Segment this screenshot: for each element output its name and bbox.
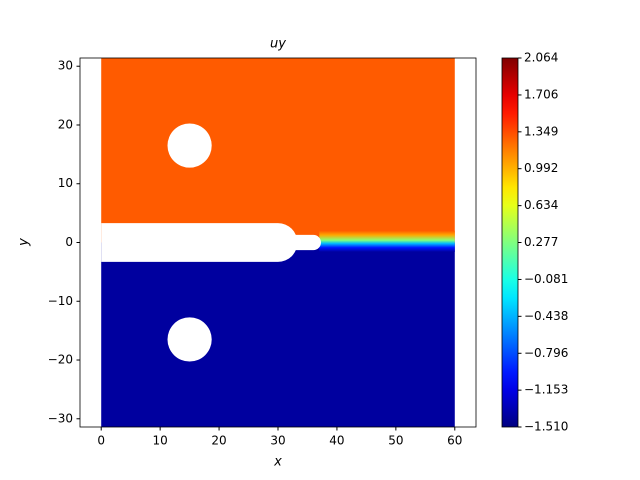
field-region — [101, 58, 455, 243]
x-tick-label: 50 — [388, 434, 403, 448]
y-tick-label: −10 — [48, 294, 73, 308]
colorbar-tick-label: −0.796 — [524, 346, 568, 360]
y-tick-label: 30 — [58, 59, 73, 73]
x-tick-label: 20 — [211, 434, 226, 448]
colorbar-tick-label: −0.438 — [524, 309, 568, 323]
notch-tip — [283, 234, 321, 251]
x-tick-label: 60 — [447, 434, 462, 448]
x-axis-label: x — [273, 455, 282, 470]
chart-title: uy — [270, 37, 286, 52]
colorbar-tick-label: 2.064 — [524, 51, 558, 65]
colorbar-tick-label: −1.510 — [524, 420, 568, 434]
y-tick-label: 20 — [58, 117, 73, 131]
colorbar-tick-label: 0.277 — [524, 235, 558, 249]
notch — [101, 223, 298, 262]
y-axis-label: y — [17, 238, 32, 247]
crack-band — [319, 230, 455, 252]
colorbar-tick-label: −1.153 — [524, 383, 568, 397]
field-region — [101, 242, 455, 427]
colorbar-tick-label: 1.349 — [524, 124, 558, 138]
colorbar-tick-label: 1.706 — [524, 87, 558, 101]
x-tick-label: 30 — [270, 434, 285, 448]
hole — [167, 317, 212, 362]
y-tick-label: 10 — [58, 176, 73, 190]
x-tick-label: 40 — [329, 434, 344, 448]
colorbar — [501, 57, 519, 428]
hole — [167, 123, 212, 168]
colorbar-tick-label: −0.081 — [524, 272, 568, 286]
x-tick-label: 10 — [153, 434, 168, 448]
x-tick-label: 0 — [97, 434, 105, 448]
y-tick-label: −20 — [48, 353, 73, 367]
colorbar-tick-label: 0.992 — [524, 161, 558, 175]
y-tick-label: −30 — [48, 411, 73, 425]
y-tick-label: 0 — [65, 235, 73, 249]
colorbar-tick-label: 0.634 — [524, 198, 558, 212]
